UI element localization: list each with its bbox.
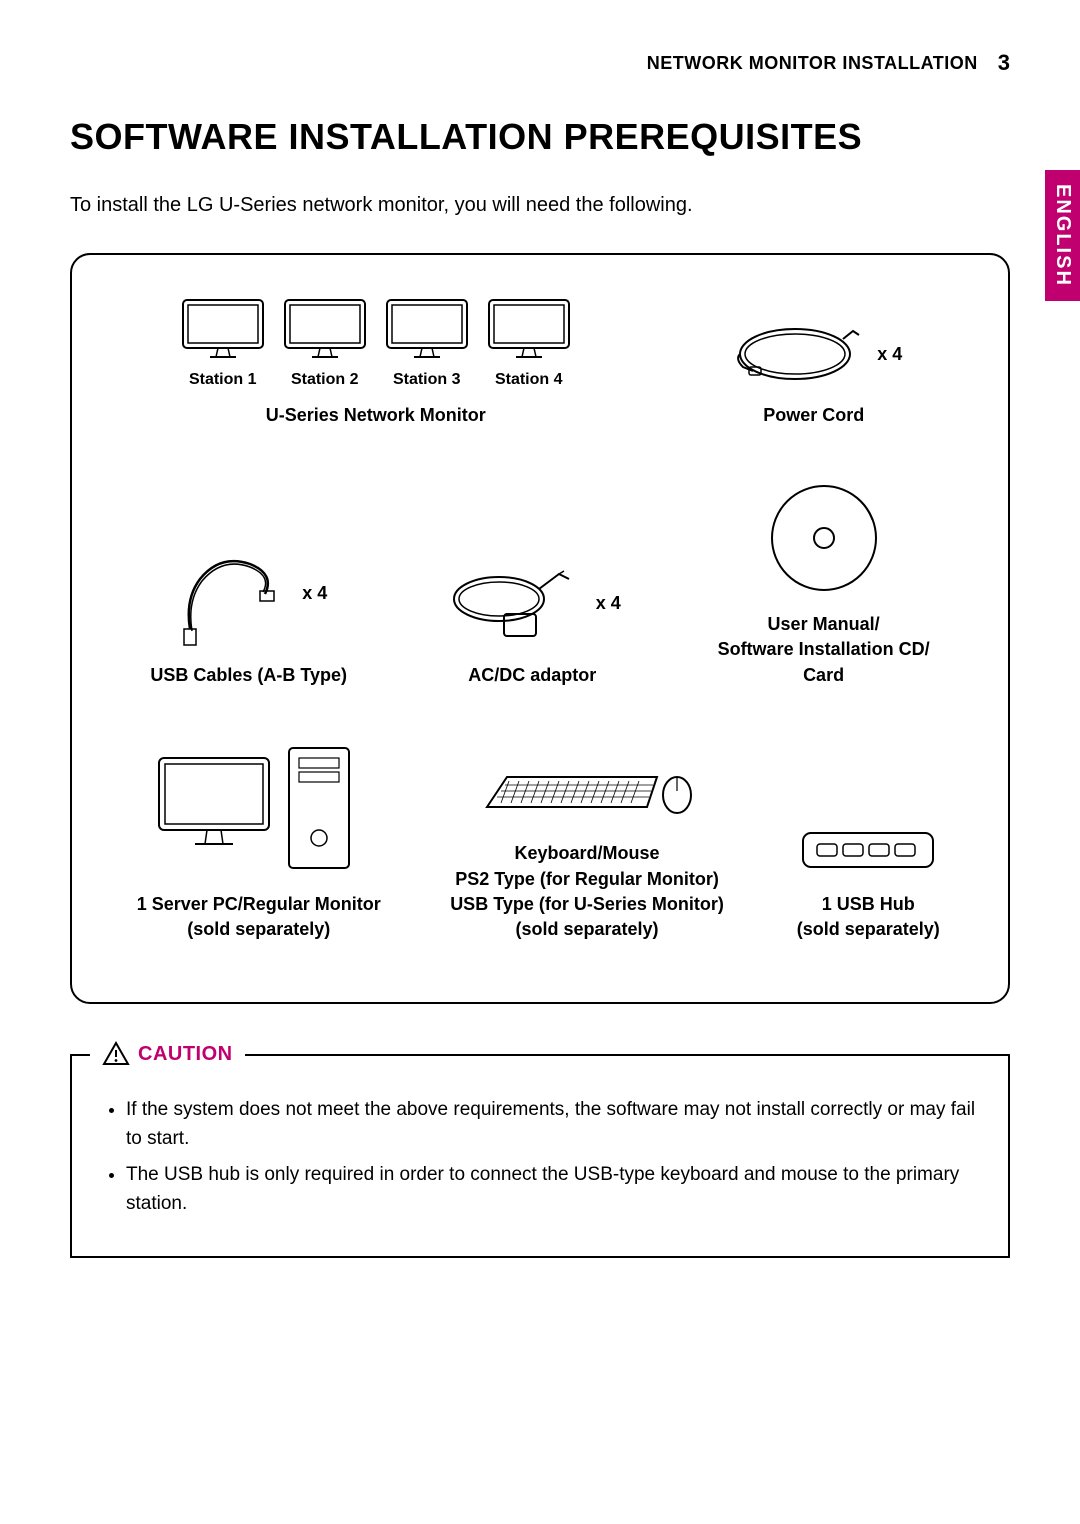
monitor-icon [178,295,268,365]
item-monitors: Station 1 Station 2 [178,295,574,428]
station-label: Station 3 [393,371,461,389]
caution-list: If the system does not meet the above re… [102,1096,978,1218]
monitor-icon [382,295,472,365]
caution-header: CAUTION [90,1040,245,1068]
warning-icon [102,1040,130,1068]
server-pc-icon [149,738,369,878]
item-usb-hub: 1 USB Hub (sold separately) [793,818,943,942]
item-power-cord: x 4 Power Cord [725,319,902,428]
section-name: NETWORK MONITOR INSTALLATION [647,53,978,74]
usb-cable-icon [170,539,290,649]
prereq-row-2: x 4 USB Cables (A-B Type) x 4 AC/DC adap… [102,478,978,688]
station-4: Station 4 [484,295,574,389]
station-3: Station 3 [382,295,472,389]
prerequisites-panel: Station 1 Station 2 [70,253,1010,1004]
power-cord-icon [725,319,865,389]
caution-item: The USB hub is only required in order to… [126,1161,978,1218]
item-keyboard-mouse: Keyboard/Mouse PS2 Type (for Regular Mon… [450,757,724,942]
item-adaptor: x 4 AC/DC adaptor [444,559,621,688]
station-label: Station 2 [291,371,359,389]
item-label: User Manual/ Software Installation CD/ C… [718,612,930,688]
qty-label: x 4 [877,344,902,365]
station-label: Station 4 [495,371,563,389]
station-1: Station 1 [178,295,268,389]
item-label: Keyboard/Mouse PS2 Type (for Regular Mon… [450,841,724,942]
item-label: 1 USB Hub (sold separately) [797,892,940,942]
language-tab: ENGLISH [1045,170,1080,301]
cd-icon [764,478,884,598]
page-header: NETWORK MONITOR INSTALLATION 3 [70,50,1010,76]
page-number: 3 [998,50,1010,76]
item-label: AC/DC adaptor [468,663,596,688]
qty-label: x 4 [302,583,327,604]
page-title: SOFTWARE INSTALLATION PREREQUISITES [70,116,1010,158]
station-label: Station 1 [189,371,257,389]
item-server-pc: 1 Server PC/Regular Monitor (sold separa… [137,738,381,942]
item-usb-cables: x 4 USB Cables (A-B Type) [150,539,347,688]
item-label: 1 Server PC/Regular Monitor (sold separa… [137,892,381,942]
prereq-row-1: Station 1 Station 2 [102,295,978,428]
item-cd: User Manual/ Software Installation CD/ C… [718,478,930,688]
caution-title: CAUTION [138,1043,233,1066]
keyboard-mouse-icon [477,757,697,827]
item-label: U-Series Network Monitor [266,403,486,428]
prereq-row-3: 1 Server PC/Regular Monitor (sold separa… [102,738,978,942]
adaptor-icon [444,559,584,649]
station-2: Station 2 [280,295,370,389]
usb-hub-icon [793,818,943,878]
intro-text: To install the LG U-Series network monit… [70,194,1010,217]
monitor-station-row: Station 1 Station 2 [178,295,574,389]
caution-item: If the system does not meet the above re… [126,1096,978,1153]
monitor-icon [280,295,370,365]
item-label: Power Cord [763,403,864,428]
caution-panel: CAUTION If the system does not meet the … [70,1054,1010,1258]
qty-label: x 4 [596,593,621,614]
item-label: USB Cables (A-B Type) [150,663,347,688]
monitor-icon [484,295,574,365]
